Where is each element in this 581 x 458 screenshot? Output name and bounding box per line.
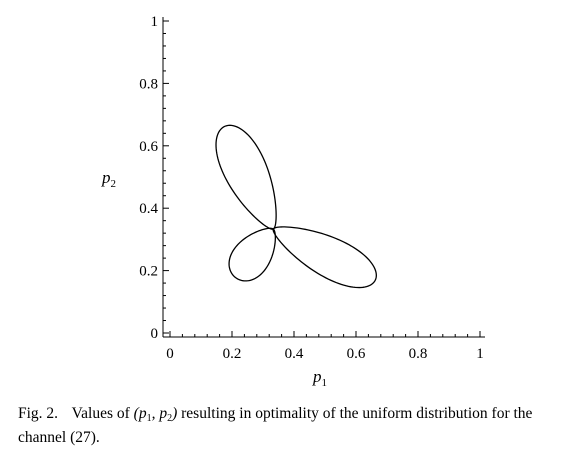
tick-labels: 0 0.2 0.4 0.6 0.8 1 0 0.2 0.4 0.6 0.8 1 (139, 14, 484, 362)
y-tick-label: 0.4 (139, 201, 158, 217)
caption-text-before: Values of (71, 405, 130, 422)
curve-lobe (228, 227, 277, 282)
caption-math: (p1, p2) (133, 405, 178, 424)
figure-label: Fig. 2. (18, 405, 59, 422)
curve-lobe (215, 124, 277, 230)
caption-text-after: resulting in optimality of the uniform d… (18, 405, 533, 446)
y-axis-label: p2 (101, 168, 116, 190)
x-tick-label: 0.8 (409, 346, 428, 362)
x-tick-label: 0 (166, 346, 174, 362)
x-tick-label: 0.4 (285, 346, 304, 362)
y-tick-label: 0.2 (139, 264, 158, 280)
y-tick-label: 0.6 (139, 139, 158, 155)
y-tick-label: 1 (151, 14, 159, 30)
figure-caption: Fig. 2. Values of (p1, p2) resulting in … (18, 404, 574, 447)
chart: 0 0.2 0.4 0.6 0.8 1 0 0.2 0.4 0.6 0.8 1 p1 p2 (101, 14, 485, 389)
axes (162, 17, 485, 338)
curve-lobe (272, 226, 377, 289)
x-axis-label: p1 (312, 367, 327, 389)
y-tick-label: 0 (151, 326, 159, 342)
y-tick-label: 0.8 (139, 76, 158, 92)
x-tick-label: 1 (476, 346, 484, 362)
x-tick-label: 0.2 (223, 346, 242, 362)
x-tick-label: 0.6 (347, 346, 366, 362)
ticks (163, 20, 481, 337)
curves (215, 124, 377, 289)
